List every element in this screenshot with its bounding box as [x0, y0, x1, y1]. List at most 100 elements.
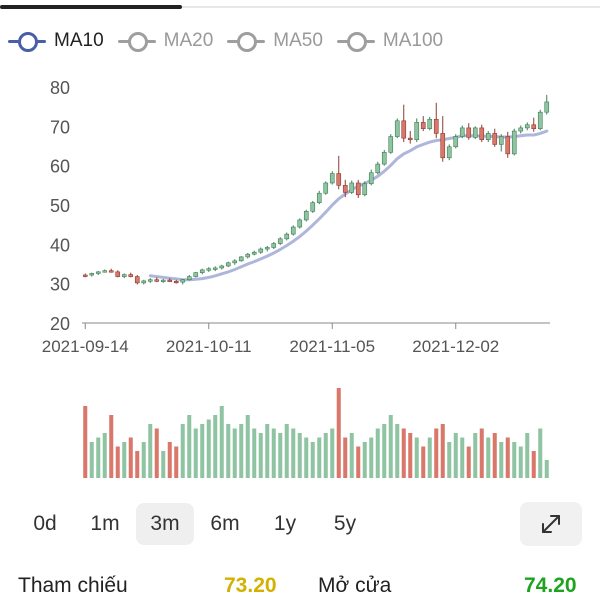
y-tick-label: 80: [50, 78, 70, 98]
candle-body: [290, 226, 296, 235]
legend-item-ma50[interactable]: MA50: [227, 30, 323, 52]
candle-body: [238, 256, 244, 262]
volume-bar: [187, 415, 192, 478]
candle-body: [446, 146, 452, 159]
volume-bar: [388, 415, 393, 478]
volume-bar: [317, 437, 322, 478]
candlestick-chart[interactable]: 80 70 60 50 40 30 20 2021-09-14 2021-10-11 2021-1…: [0, 60, 600, 490]
y-tick-label: 40: [50, 235, 70, 255]
volume-bar: [343, 437, 348, 478]
candle-body: [381, 151, 387, 165]
volume-bar: [310, 442, 315, 478]
volume-bar: [499, 442, 504, 478]
volume-bar: [141, 442, 146, 478]
top-progress-strip: [0, 0, 600, 12]
candle-body: [277, 238, 283, 244]
volume-bar: [219, 406, 224, 478]
candle-body: [518, 127, 524, 132]
volume-bar: [154, 428, 159, 478]
legend-swatch-icon: [8, 32, 46, 52]
volume-bar: [226, 424, 231, 478]
range-button-3m[interactable]: 3m: [136, 503, 194, 545]
candle-body: [115, 271, 121, 277]
candle-body: [82, 274, 88, 277]
volume-bar: [297, 433, 302, 478]
y-tick-label: 60: [50, 157, 70, 177]
volume-bar: [349, 433, 354, 478]
volume-bar: [434, 428, 439, 478]
range-button-6m[interactable]: 6m: [210, 512, 240, 535]
legend-item-ma10[interactable]: MA10: [8, 30, 104, 52]
candle-body: [167, 279, 173, 282]
legend-item-ma100[interactable]: MA100: [336, 30, 443, 52]
candle-body: [206, 268, 212, 271]
legend-swatch-icon: [336, 32, 375, 52]
candle-body: [219, 265, 225, 269]
candle-body: [355, 182, 361, 196]
volume-bar: [291, 428, 296, 478]
candle-body: [368, 172, 374, 185]
candle-body: [108, 270, 114, 273]
candle-body: [264, 247, 270, 250]
quote-stats: Tham chiếu 73.20 Mở cửa 74.20: [0, 566, 600, 600]
candle-body: [498, 136, 504, 145]
candle-body: [342, 185, 348, 193]
volume-bar: [265, 424, 270, 478]
candle-body: [160, 279, 166, 282]
volume-bar: [375, 428, 380, 478]
candle-body: [407, 137, 413, 141]
candle-body: [154, 279, 160, 282]
top-strip-dark: [0, 5, 182, 9]
volume-bar: [512, 442, 517, 478]
candle-body: [251, 251, 257, 255]
volume-bar: [447, 442, 452, 478]
candle-body: [225, 262, 231, 267]
volume-bar: [200, 424, 205, 478]
volume-bar: [284, 424, 289, 478]
volume-bar: [492, 433, 497, 478]
volume-bar: [89, 442, 94, 478]
volume-bar: [213, 415, 218, 478]
expand-button[interactable]: [520, 502, 582, 546]
expand-icon: [542, 515, 560, 533]
candle-body: [388, 136, 394, 153]
candle-body: [212, 267, 218, 270]
volume-bar: [460, 437, 465, 478]
volume-bar: [161, 451, 166, 478]
candle-body: [492, 133, 498, 145]
range-button-5y[interactable]: 5y: [333, 512, 357, 535]
volume-bar: [96, 437, 101, 478]
legend-item-ma20[interactable]: MA20: [117, 30, 213, 52]
volume-bar: [239, 424, 244, 478]
volume-bar: [486, 437, 491, 478]
reference-price-label: Tham chiếu: [18, 574, 128, 597]
volume-bar: [382, 424, 387, 478]
range-button-1y[interactable]: 1y: [273, 512, 297, 535]
volume-bar: [115, 446, 120, 478]
volume-bar: [479, 428, 484, 478]
candle-body: [95, 271, 101, 274]
volume-bar: [505, 437, 510, 478]
candle-body: [401, 120, 407, 139]
top-strip-light: [182, 6, 600, 8]
candle-body: [271, 243, 277, 248]
legend-label: MA10: [54, 30, 104, 51]
legend-label: MA50: [273, 30, 323, 51]
candle-body: [134, 276, 140, 284]
volume-bar: [395, 424, 400, 478]
ma10-line: [148, 129, 549, 282]
candle-body: [297, 219, 303, 228]
candle-body: [479, 127, 485, 141]
volume-bar: [440, 424, 445, 478]
candle-body: [544, 101, 550, 113]
volume-bar: [252, 428, 257, 478]
chart-legend: MA10 MA20 MA50 MA100: [8, 26, 457, 56]
candle-body: [505, 136, 511, 155]
candle-body: [414, 122, 420, 141]
x-tick-label: 2021-09-14: [42, 337, 129, 356]
range-button-0d[interactable]: 0d: [33, 512, 57, 535]
candle-body: [420, 122, 426, 129]
legend-swatch-icon: [117, 32, 156, 52]
volume-bar: [83, 406, 88, 478]
range-button-1m[interactable]: 1m: [90, 512, 120, 535]
